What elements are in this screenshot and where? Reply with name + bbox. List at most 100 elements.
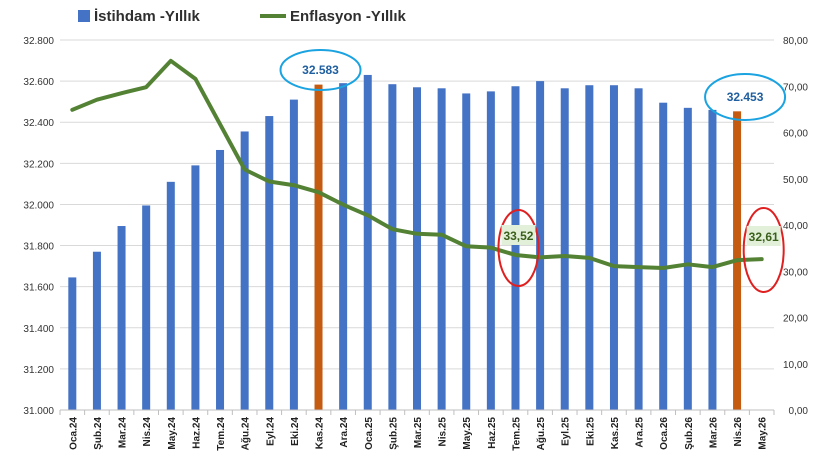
y-left-tick-label: 32.200 [23,159,54,170]
callout-label-inflation: 33,52 [503,229,533,243]
bar [363,74,372,410]
y-left-tick-label: 31.800 [23,242,54,253]
callout-ellipse-red [742,207,785,293]
y-left-tick-label: 32.000 [23,200,54,211]
callout-label-employment: 32.453 [727,90,764,104]
x-tick-label: Eyl.24 [265,417,276,446]
y-left-tick-label: 31.400 [23,324,54,335]
y-right-tick-label: 40,00 [783,221,808,232]
line-point [686,262,690,266]
bar [92,251,101,410]
x-tick-label: Haz.24 [191,417,202,449]
y-right-tick-label: 50,00 [783,175,808,186]
line-point [489,246,493,250]
y-left-tick-label: 31.000 [23,406,54,417]
line-point [760,257,764,261]
x-tick-label: Oca.24 [68,417,79,450]
y-left-tick-label: 32.800 [23,36,54,47]
x-tick-label: Tem.25 [511,417,522,451]
callout-ellipse-red [497,209,540,287]
bar [289,99,298,410]
y-left-tick-label: 32.400 [23,118,54,129]
bar [191,165,200,410]
y-left-tick-label: 31.600 [23,283,54,294]
x-tick-label: May.26 [758,417,769,450]
line-point [440,233,444,237]
bar [166,181,175,410]
x-tick-label: Eyl.25 [561,417,572,446]
y-right-tick-label: 10,00 [783,360,808,371]
axes-layer: 31.000 31.200 31.400 31.600 31.800 32.000 32.2… [23,36,808,451]
bar [413,87,421,411]
x-tick-label: Ara.24 [339,417,350,448]
y-right-tick-label: 80,00 [783,36,808,47]
line-point [317,190,321,194]
x-tick-label: Nis.25 [438,417,449,447]
x-tick-label: Nis.26 [733,417,744,447]
x-tick-label: May.25 [462,417,473,450]
bar [609,85,618,410]
line-point [513,253,517,257]
bar [585,85,594,410]
line-point [587,256,591,260]
x-tick-label: Ağu.24 [241,417,252,451]
x-tick-label: May.24 [167,417,178,450]
bar [437,88,446,411]
callout-label-employment: 32.583 [302,63,339,77]
bar [240,131,249,410]
callout-label-background [746,226,781,246]
x-tick-label: Kas.25 [610,417,621,450]
line-point [710,265,714,269]
x-tick-label: Mar.25 [413,417,424,449]
line-point [390,227,394,231]
line-point [464,244,468,248]
callout-label-background [501,225,536,245]
x-tick-label: Nis.24 [142,417,153,447]
x-tick-label: Şub.26 [684,417,695,450]
line-point [144,85,148,89]
x-tick-label: Mar.24 [118,417,129,449]
y-left-tick-label: 31.200 [23,365,54,376]
line-point [169,59,173,63]
line-point [661,266,665,270]
bar [462,93,471,410]
y-right-tick-label: 20,00 [783,314,808,325]
x-tick-label: Oca.25 [364,417,375,450]
callout-ellipse-blue [704,73,787,121]
legend: İstihdam -Yıllık Enflasyon -Yıllık [78,8,407,25]
bar [265,116,274,411]
line-point [95,98,99,102]
bar [560,88,569,411]
callout-label-inflation: 32,61 [749,230,779,244]
y-right-tick-label: 30,00 [783,267,808,278]
line-point [563,254,567,258]
x-tick-label: Kas.24 [315,417,326,450]
y-right-tick-label: 70,00 [783,82,808,93]
bar [314,84,323,410]
bar [634,88,643,411]
x-tick-label: Eki.24 [290,417,301,446]
x-tick-label: Mar.26 [708,417,719,449]
bar [216,149,225,410]
line-point [70,108,74,112]
line-point [538,255,542,259]
line-point [415,232,419,236]
line-point [292,183,296,187]
line-point [637,265,641,269]
bar [511,86,520,410]
bar [339,83,348,411]
bar [388,84,397,410]
line-point [243,168,247,171]
bar [708,109,717,410]
line-point [193,77,197,81]
annotations-layer: 32.583 32.453 33,52 32,61 [279,49,787,293]
bar [68,277,77,410]
y-right-tick-label: 60,00 [783,129,808,140]
y-left-tick-label: 32.600 [23,77,54,88]
y-right-tick-label: 0,00 [789,406,809,417]
line-layer [70,58,764,271]
bar [486,91,495,410]
bars-layer [68,74,742,411]
line-point [267,180,271,184]
line-point [612,264,616,268]
